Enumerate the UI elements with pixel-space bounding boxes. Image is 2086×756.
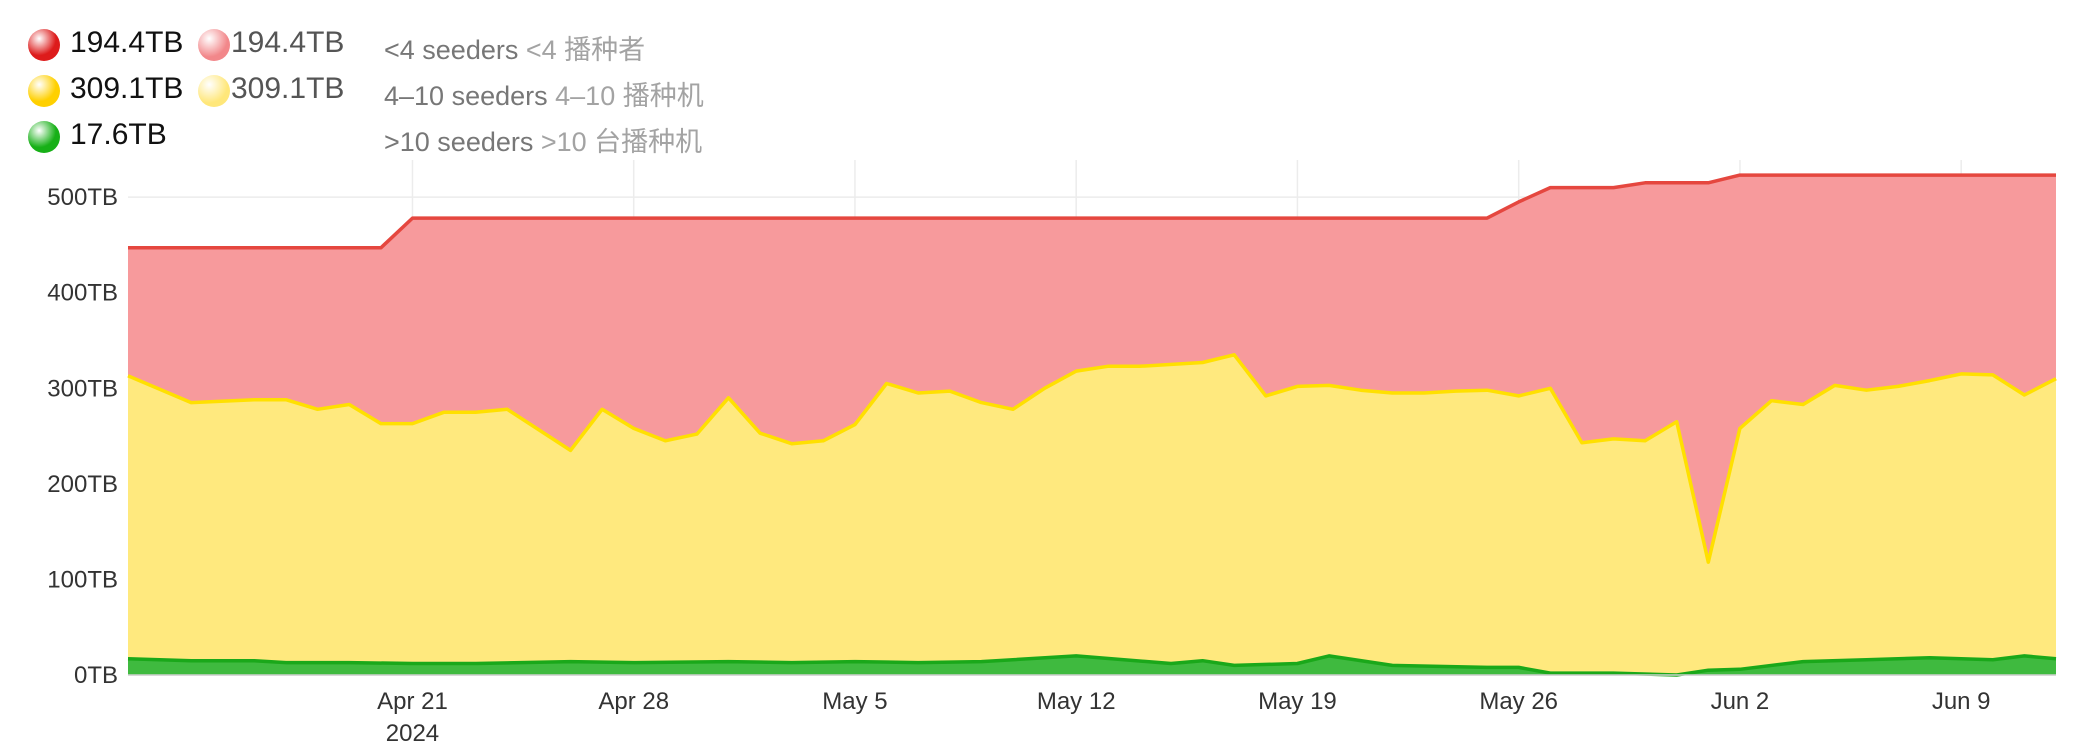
line-4-10-seeders — [127, 353, 2057, 564]
y-tick-label: 400TB — [47, 280, 118, 307]
x-tick-label: Apr 21 — [377, 688, 448, 715]
area-series — [127, 173, 2057, 677]
y-tick-label: 300TB — [47, 375, 118, 402]
legend-label: 4–10 seeders 4–10 播种机 — [384, 74, 704, 113]
legend-label-en: <4 seeders — [384, 35, 519, 65]
legend-label: <4 seeders <4 播种者 — [384, 28, 645, 67]
axes: 0TB 100TB 200TB 300TB 400TB 500TB Apr 21 2024 Ap… — [47, 184, 2056, 747]
x-tick-label: Apr 28 — [598, 688, 669, 715]
line-10-seeders — [127, 654, 2057, 677]
legend-label-zh: <4 播种者 — [525, 35, 646, 65]
x-tick-label: Jun 2 — [1711, 688, 1770, 715]
x-tick-label: May 12 — [1037, 688, 1116, 715]
x-tick-label: May 5 — [822, 688, 887, 715]
stacked-area-chart: 0TB 100TB 200TB 300TB 400TB 500TB Apr 21 2024 Ap… — [47, 160, 2057, 747]
legend-label-en: >10 seeders — [384, 127, 534, 157]
green-circle-icon — [28, 121, 60, 153]
legend-value-light: 309.1TB — [231, 72, 345, 105]
legend-label-en: 4–10 seeders — [384, 81, 548, 111]
legend-label-zh: 4–10 播种机 — [555, 81, 704, 111]
light-red-circle-icon — [198, 29, 230, 61]
area-10-seeders — [128, 655, 2056, 675]
y-tick-label: 100TB — [47, 566, 118, 593]
y-tick-label: 0TB — [74, 662, 118, 689]
x-tick-sublabel: 2024 — [386, 720, 439, 747]
line-4-seeders — [128, 173, 2056, 250]
x-tick-label: May 19 — [1258, 688, 1337, 715]
legend-value: 309.1TB — [70, 72, 184, 105]
y-tick-label: 200TB — [47, 471, 118, 498]
legend-row-gt10: 17.6TB >10 seeders >10 台播种机 — [28, 114, 928, 160]
legend-value: 194.4TB — [70, 26, 184, 59]
legend-row-4to10: 309.1TB 309.1TB 4–10 seeders 4–10 播种机 — [28, 68, 928, 114]
legend-label-zh: >10 台播种机 — [540, 127, 703, 157]
legend: 194.4TB 194.4TB <4 seeders <4 播种者 309.1T… — [28, 22, 928, 162]
area-4-10-seeders — [128, 354, 2056, 675]
legend-label: >10 seeders >10 台播种机 — [384, 120, 702, 159]
yellow-circle-icon — [28, 75, 60, 107]
x-tick-label: Jun 9 — [1932, 688, 1991, 715]
red-circle-icon — [28, 29, 60, 61]
x-tick-label: May 26 — [1479, 688, 1558, 715]
legend-value-light: 194.4TB — [231, 26, 345, 59]
y-tick-label: 500TB — [47, 184, 118, 211]
light-yellow-circle-icon — [198, 75, 230, 107]
legend-row-lt4: 194.4TB 194.4TB <4 seeders <4 播种者 — [28, 22, 928, 68]
legend-value: 17.6TB — [70, 118, 167, 151]
